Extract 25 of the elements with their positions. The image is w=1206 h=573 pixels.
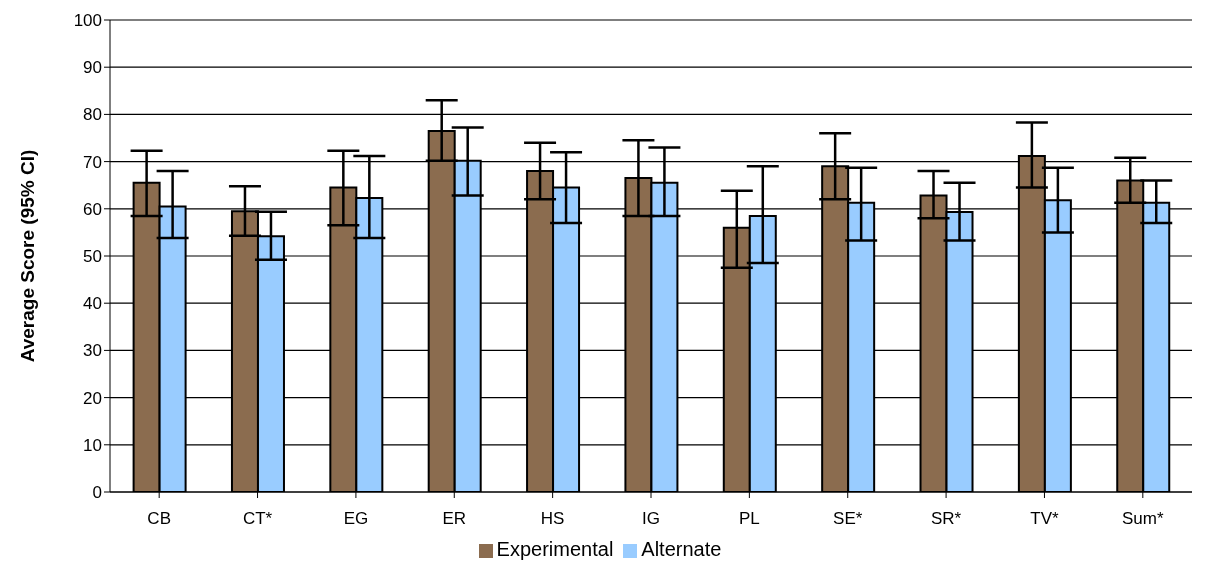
x-tick-label: PL (738, 509, 760, 529)
y-tick-label: 50 (83, 247, 102, 267)
x-tick-label: CT* (242, 509, 273, 529)
y-tick-label: 90 (83, 58, 102, 78)
y-tick-label: 30 (83, 341, 102, 361)
x-tick-label: TV* (1030, 509, 1060, 529)
y-tick-label: 20 (83, 388, 102, 408)
y-tick-label: 0 (92, 483, 102, 503)
x-tick-label: IG (642, 509, 660, 529)
x-tick-label: ER (442, 509, 467, 529)
legend-label: Experimental (496, 538, 614, 560)
y-axis-title: Average Score (95% CI) (16, 149, 38, 363)
y-tick-label: 60 (83, 199, 102, 219)
y-tick-label: 40 (83, 294, 102, 314)
x-tick-label: CB (147, 509, 171, 529)
legend-label: Alternate (641, 538, 722, 560)
y-tick-label: 10 (83, 435, 102, 455)
x-tick-label: SR* (930, 509, 962, 529)
y-tick-label: 70 (83, 152, 102, 172)
x-tick-label: EG (343, 509, 369, 529)
x-tick-label: Sum* (1122, 509, 1164, 529)
y-tick-label: 80 (83, 105, 102, 125)
x-tick-label: HS (540, 509, 565, 529)
x-tick-label: SE* (833, 509, 863, 529)
y-tick-label: 100 (73, 11, 102, 31)
